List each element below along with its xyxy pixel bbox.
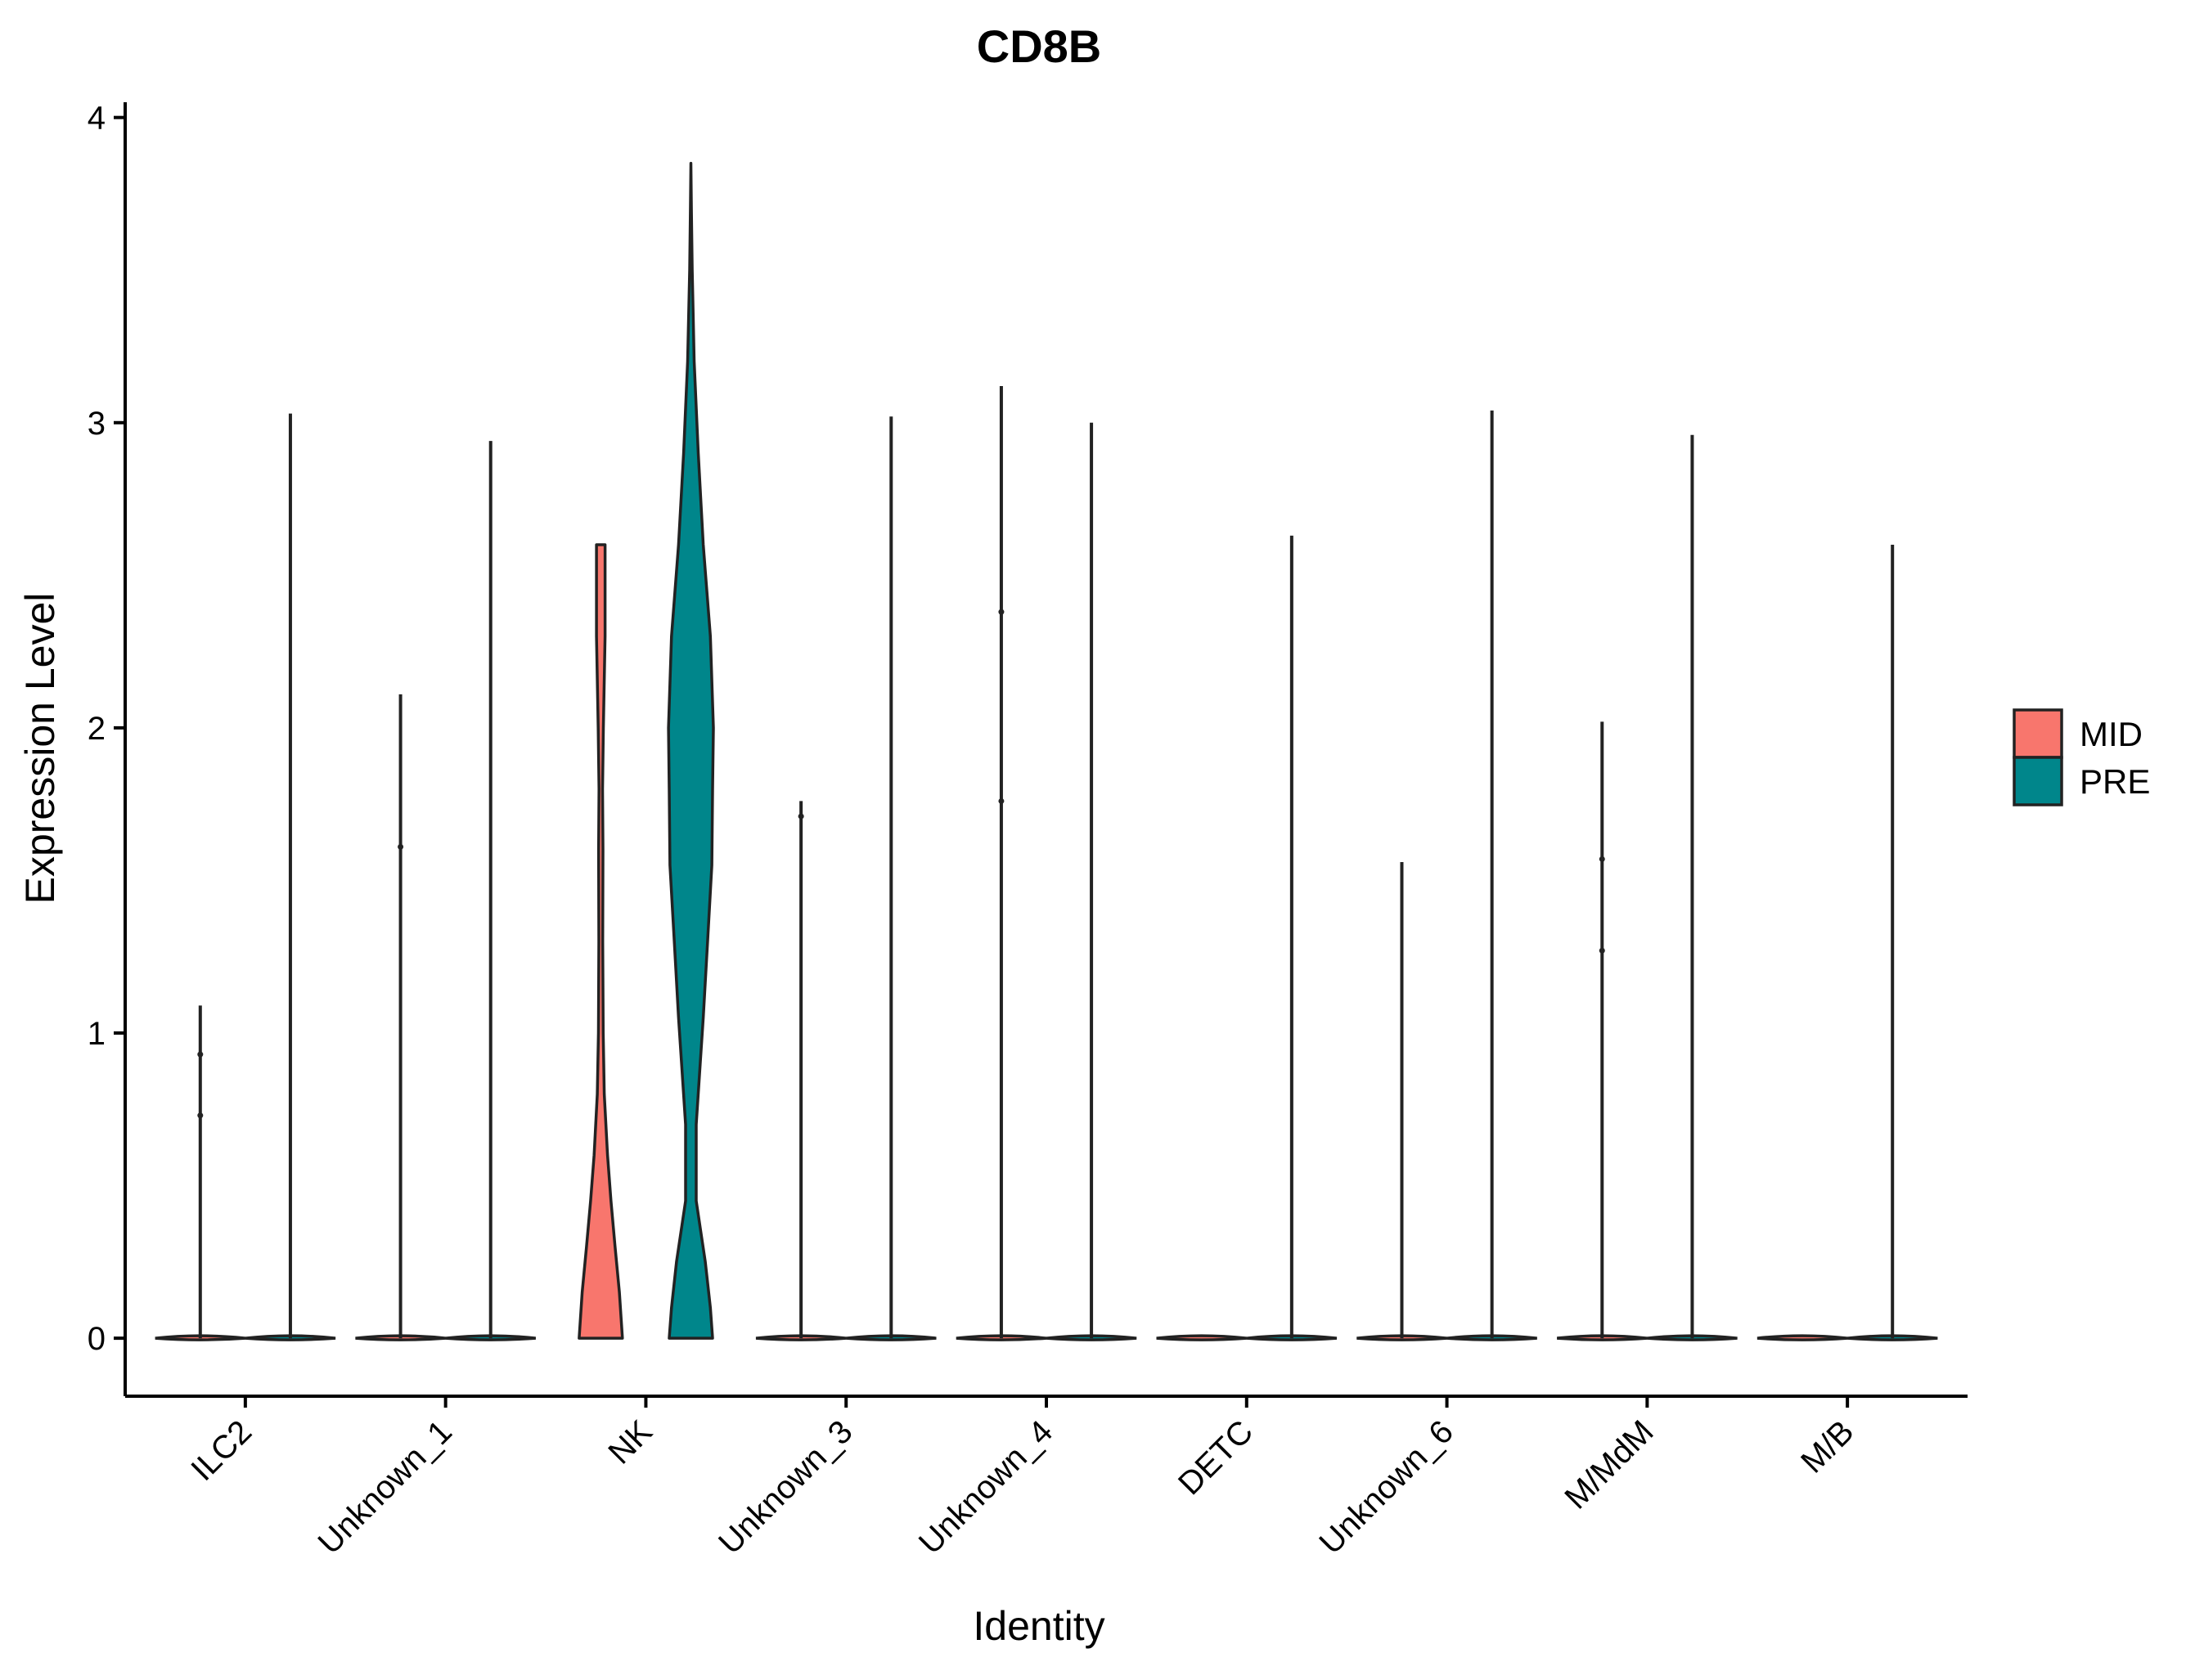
violin-base [1156, 1334, 1247, 1341]
violin-detc-mid [1156, 1334, 1247, 1341]
violin-ilc2-pre [245, 413, 336, 1341]
x-tick-label-unknown-1: Unknown_1 [312, 1413, 459, 1561]
violin-unknown-1-pre [445, 441, 536, 1341]
violin-unknown-4-pre [1046, 422, 1137, 1341]
y-tick-label: 1 [88, 1016, 106, 1052]
outlier-point [197, 1051, 204, 1058]
x-axis-label: Identity [973, 1603, 1104, 1649]
outlier-point [1599, 856, 1605, 862]
x-tick-label-unknown-6: Unknown_6 [1312, 1413, 1460, 1561]
x-tick-label-detc: DETC [1172, 1413, 1260, 1502]
violin-unknown-6-mid [1356, 862, 1447, 1341]
violin-nk-pre [667, 161, 715, 1340]
violin-base [1756, 1334, 1848, 1341]
legend-key-mid [2013, 708, 2063, 759]
plot-area [155, 161, 1938, 1341]
x-tick-label-m-mdm: M/MdM [1558, 1413, 1660, 1516]
violin-unknown-4-mid [956, 385, 1047, 1341]
violin-m-b-pre [1846, 545, 1938, 1341]
violin-unknown-1-mid [355, 694, 446, 1341]
outlier-point [1599, 947, 1605, 954]
x-tick-label-m-b: M/B [1794, 1413, 1860, 1480]
y-tick-label: 0 [88, 1321, 106, 1357]
legend-label-pre: PRE [2080, 762, 2150, 801]
outlier-point [798, 813, 804, 820]
outlier-point [998, 609, 1005, 615]
outlier-point [398, 843, 404, 850]
y-tick-label: 4 [88, 101, 106, 137]
legend-key-pre [2013, 756, 2063, 806]
violin-m-mdm-mid [1557, 721, 1648, 1341]
chart-title: CD8B [977, 20, 1101, 72]
x-tick-label-unknown-4: Unknown_4 [912, 1413, 1059, 1561]
outlier-point [998, 797, 1005, 804]
legend-label-mid: MID [2080, 715, 2143, 753]
y-axis-label: Expression Level [17, 593, 63, 905]
violin-nk-mid [578, 543, 624, 1340]
legend: MID PRE [2013, 708, 2150, 806]
violin-ilc2-mid [155, 1005, 246, 1341]
x-tick-label-ilc2: ILC2 [184, 1413, 259, 1488]
violin-detc-pre [1246, 535, 1338, 1341]
violin-unknown-3-mid [755, 801, 847, 1341]
violin-m-b-mid [1756, 1334, 1848, 1341]
violin-m-mdm-pre [1647, 434, 1738, 1341]
violin-unknown-6-pre [1446, 410, 1537, 1341]
outlier-point [197, 1112, 204, 1119]
x-axis: ILC2 Unknown_1 NK Unknown_3 Unknown_4 DETC Unk… [125, 1395, 1968, 1561]
violin-unknown-3-pre [846, 416, 937, 1341]
y-tick-label: 2 [88, 711, 106, 747]
y-axis: 0 1 2 3 4 [88, 101, 127, 1396]
x-tick-label-nk: NK [601, 1413, 659, 1471]
x-tick-label-unknown-3: Unknown_3 [712, 1413, 859, 1561]
y-tick-label: 3 [88, 406, 106, 442]
